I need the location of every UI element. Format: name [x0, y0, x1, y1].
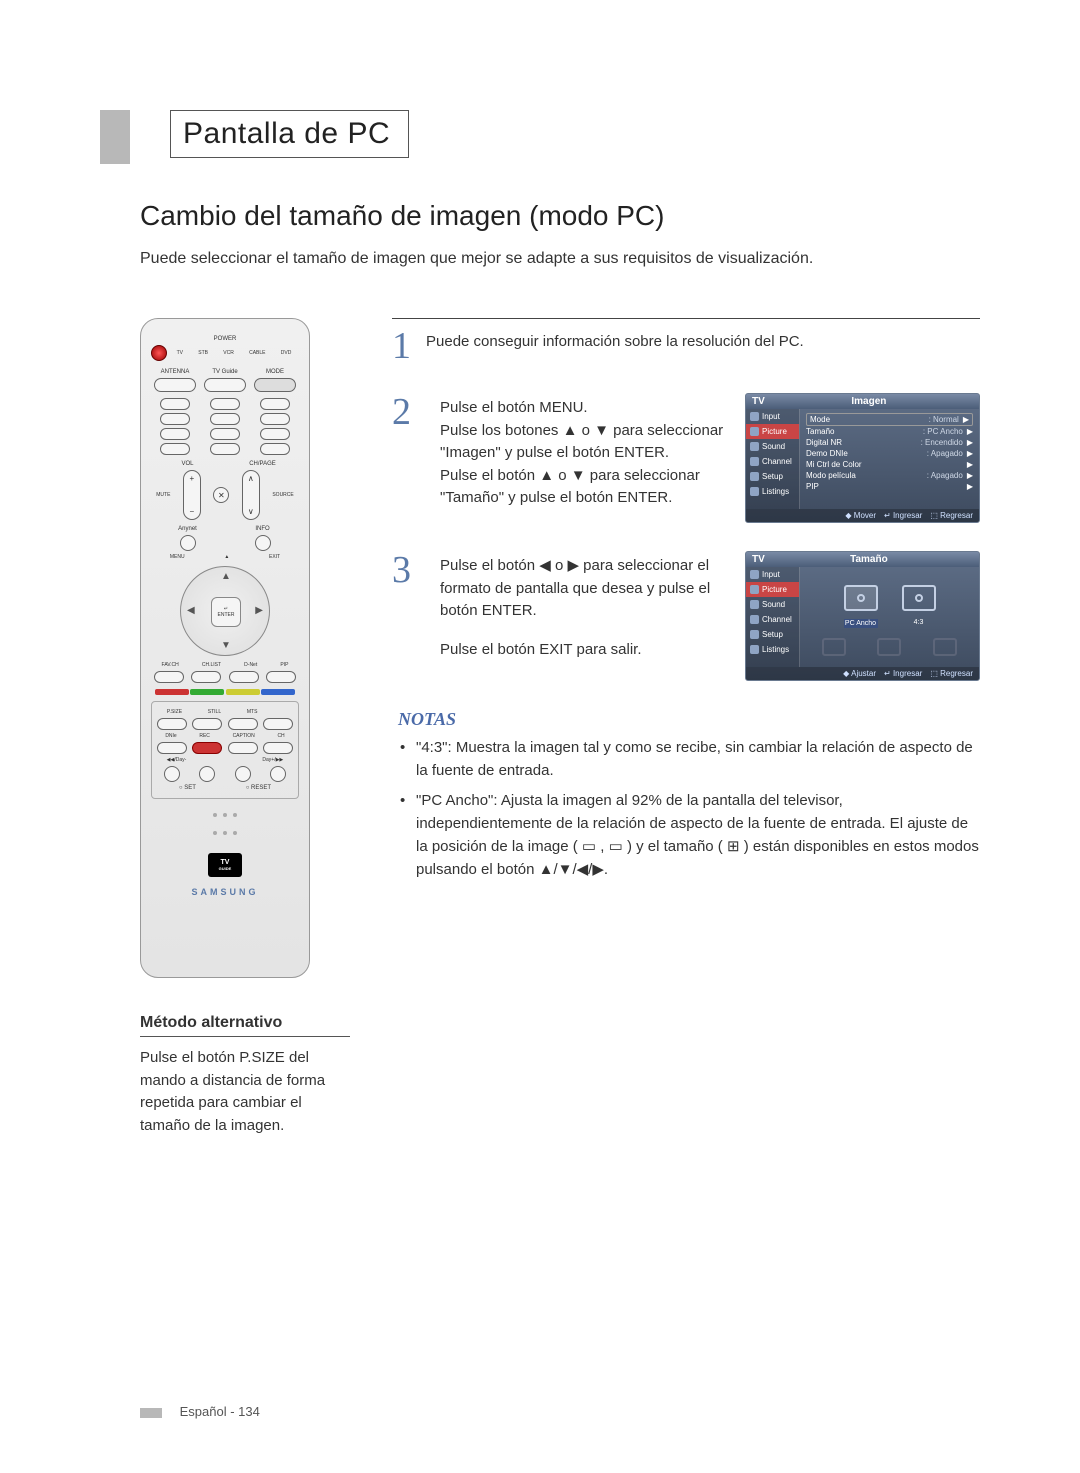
- alt-method-heading: Método alternativo: [140, 1014, 350, 1037]
- color-buttons: [155, 689, 295, 695]
- prech-button: [260, 443, 290, 455]
- step-3: 3 Pulse el botón ◀ o ▶ para seleccionar …: [392, 551, 980, 681]
- osd-sidebar: Input Picture Sound Channel Setup Listin…: [746, 409, 800, 509]
- section-color-tab: [100, 110, 130, 164]
- osd-imagen-menu: TVImagen Input Picture Sound Channel Set…: [745, 393, 980, 523]
- tvguide-logo: TVGUIDE: [208, 853, 242, 877]
- size-option-pcancho-icon: [844, 585, 878, 611]
- num-9: [260, 428, 290, 440]
- ch-rocker: ∧∨: [242, 470, 260, 520]
- antenna-button: [154, 378, 196, 392]
- psize-button: [157, 718, 187, 730]
- num-5: [210, 413, 240, 425]
- tvguide-button: [204, 378, 246, 392]
- step-number: 1: [392, 327, 426, 365]
- note-item: "4:3": Muestra la imagen tal y como se r…: [400, 736, 980, 783]
- anynet-button: [180, 535, 196, 551]
- footer-page-number: 134: [238, 1404, 260, 1419]
- osd-tamano-menu: TVTamaño Input Picture Sound Channel Set…: [745, 551, 980, 681]
- media-controls-box: P.SIZESTILLMTS DNIeRECCAPTIONCH ◀◀/Day-D…: [151, 701, 299, 799]
- step-number: 3: [392, 551, 426, 589]
- info-button: [255, 535, 271, 551]
- osd-size-options: PC Ancho4:3: [800, 567, 979, 667]
- page-subtitle: Cambio del tamaño de imagen (modo PC): [140, 200, 980, 232]
- num-4: [160, 413, 190, 425]
- size-option-43-icon: [902, 585, 936, 611]
- num-8: [210, 428, 240, 440]
- step-text: Puede conseguir información sobre la res…: [426, 327, 980, 354]
- osd-sidebar: Input Picture Sound Channel Setup Listin…: [746, 567, 800, 667]
- intro-text: Puede seleccionar el tamaño de imagen qu…: [140, 250, 980, 268]
- osd-main-list: Mode: Normal▶ Tamaño: PC Ancho▶ Digital …: [800, 409, 979, 509]
- enter-button: ↵ENTER: [211, 597, 241, 627]
- step-text: Pulse el botón ◀ o ▶ para seleccionar el…: [440, 551, 731, 661]
- num-7: [160, 428, 190, 440]
- num-1: [160, 398, 190, 410]
- step-text: Pulse el botón MENU. Pulse los botones ▲…: [440, 393, 731, 510]
- dash-button: [160, 443, 190, 455]
- power-label: POWER: [151, 336, 299, 342]
- alt-method-section: Método alternativo Pulse el botón P.SIZE…: [140, 1014, 350, 1137]
- brand-logo: SAMSUNG: [151, 887, 299, 897]
- section-title: Pantalla de PC: [170, 110, 409, 158]
- notes-heading: NOTAS: [398, 709, 980, 730]
- vol-rocker: +−: [183, 470, 201, 520]
- num-0: [210, 443, 240, 455]
- device-labels: TVSTBVCRCABLEDVD: [169, 350, 299, 356]
- step-1: 1 Puede conseguir información sobre la r…: [392, 327, 980, 365]
- note-item: "PC Ancho": Ajusta la imagen al 92% de l…: [400, 789, 980, 882]
- num-2: [210, 398, 240, 410]
- power-button: [151, 345, 167, 361]
- notes-list: "4:3": Muestra la imagen tal y como se r…: [392, 736, 980, 882]
- nav-ring: ▲ ▼ ◀ ▶ ↵ENTER: [180, 566, 270, 656]
- num-3: [260, 398, 290, 410]
- footer-language: Español: [180, 1404, 227, 1419]
- mode-button: [254, 378, 296, 392]
- remote-illustration: POWER TVSTBVCRCABLEDVD ANTENNA TV Guide …: [140, 318, 310, 978]
- page-footer: Español - 134: [140, 1404, 260, 1419]
- num-6: [260, 413, 290, 425]
- mute-button: ✕: [213, 487, 229, 503]
- alt-method-body: Pulse el botón P.SIZE del mando a distan…: [140, 1047, 350, 1137]
- step-number: 2: [392, 393, 426, 431]
- step-2: 2 Pulse el botón MENU. Pulse los botones…: [392, 393, 980, 523]
